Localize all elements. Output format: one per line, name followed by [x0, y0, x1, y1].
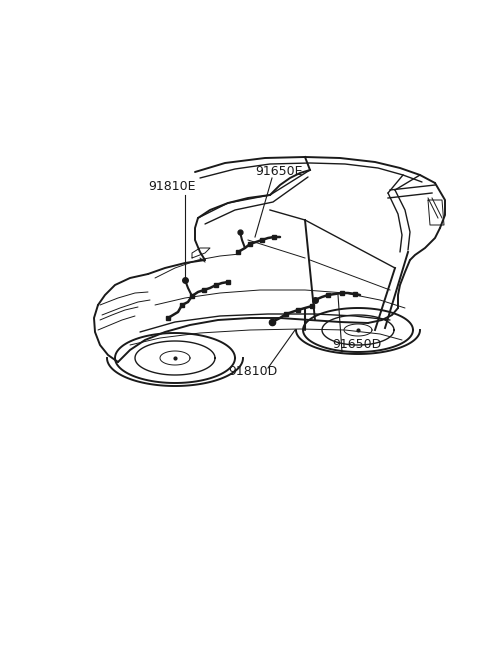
- Text: 91810D: 91810D: [228, 365, 277, 378]
- Text: 91810E: 91810E: [148, 180, 195, 193]
- Text: 91650E: 91650E: [255, 165, 302, 178]
- Text: 91650D: 91650D: [332, 338, 381, 351]
